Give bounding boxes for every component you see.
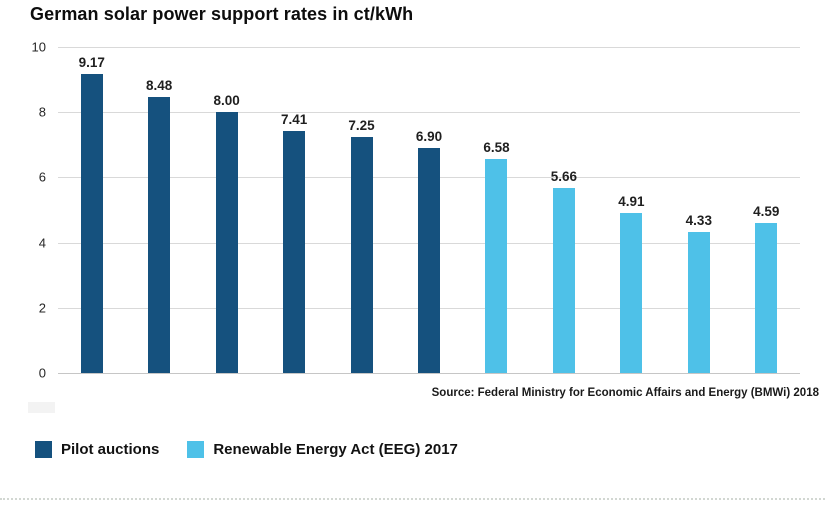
legend-item-1: Renewable Energy Act (EEG) 2017 xyxy=(187,441,458,458)
y-tick-label-4: 4 xyxy=(38,235,46,251)
legend-swatch-icon xyxy=(187,441,205,458)
gridline-0 xyxy=(58,373,800,374)
bar-value-label: 4.59 xyxy=(753,204,780,220)
bar-8.48: 8.48 xyxy=(146,78,172,373)
plot-area: 9.17 8.48 8.00 7.41 7.25 6.90 6.58 5.66 4.91 4.33… xyxy=(58,47,800,374)
legend-label: Pilot auctions xyxy=(61,441,160,458)
legend-swatch-icon xyxy=(35,441,52,458)
bar-value-label: 5.66 xyxy=(550,169,578,185)
bar-value-label: 4.33 xyxy=(685,212,712,228)
bar-value-label: 8.00 xyxy=(213,93,240,109)
bar-4.91: 4.91 xyxy=(618,194,645,373)
bar-4.59: 4.59 xyxy=(753,204,779,373)
bar-7.41: 7.41 xyxy=(281,112,307,373)
legend: Pilot auctions Renewable Energy Act (EEG)… xyxy=(35,441,458,458)
bar-value-label: 9.17 xyxy=(78,55,105,71)
bar-value-label: 4.91 xyxy=(618,193,645,209)
bar-value-label: 6.58 xyxy=(483,139,510,155)
bar-8.00: 8.00 xyxy=(213,93,240,373)
bottom-dotted-divider xyxy=(0,498,825,500)
y-tick-label-6: 6 xyxy=(38,169,46,185)
bar-value-label: 7.41 xyxy=(280,112,308,128)
legend-label: Renewable Energy Act (EEG) 2017 xyxy=(213,441,458,458)
bar-value-label: 8.48 xyxy=(146,77,173,93)
bar-value-label: 7.25 xyxy=(348,117,375,133)
faded-rectangle-artifact xyxy=(28,402,55,413)
bar-5.66: 5.66 xyxy=(551,169,577,373)
bar-6.58: 6.58 xyxy=(483,140,510,373)
chart-title: German solar power support rates in ct/k… xyxy=(30,4,414,24)
y-tick-label-8: 8 xyxy=(38,104,46,120)
y-tick-label-0: 0 xyxy=(38,365,46,381)
legend-item-0: Pilot auctions xyxy=(35,441,159,458)
source-note: Source: Federal Ministry for Economic Af… xyxy=(431,387,819,399)
bar-9.17: 9.17 xyxy=(79,55,105,373)
bar-6.90: 6.90 xyxy=(416,129,442,373)
gridline-8 xyxy=(58,112,800,114)
y-tick-label-2: 2 xyxy=(38,300,46,316)
bar-7.25: 7.25 xyxy=(348,118,375,373)
bar-4.33: 4.33 xyxy=(686,213,712,373)
bar-chart: 0 2 4 6 8 10 9.17 8.48 8.00 7.41 7.25 6.90 6.58 5.66… xyxy=(0,40,800,381)
bar-value-label: 6.90 xyxy=(415,129,443,145)
gridline-10 xyxy=(58,47,800,48)
y-tick-label-10: 10 xyxy=(31,39,46,55)
